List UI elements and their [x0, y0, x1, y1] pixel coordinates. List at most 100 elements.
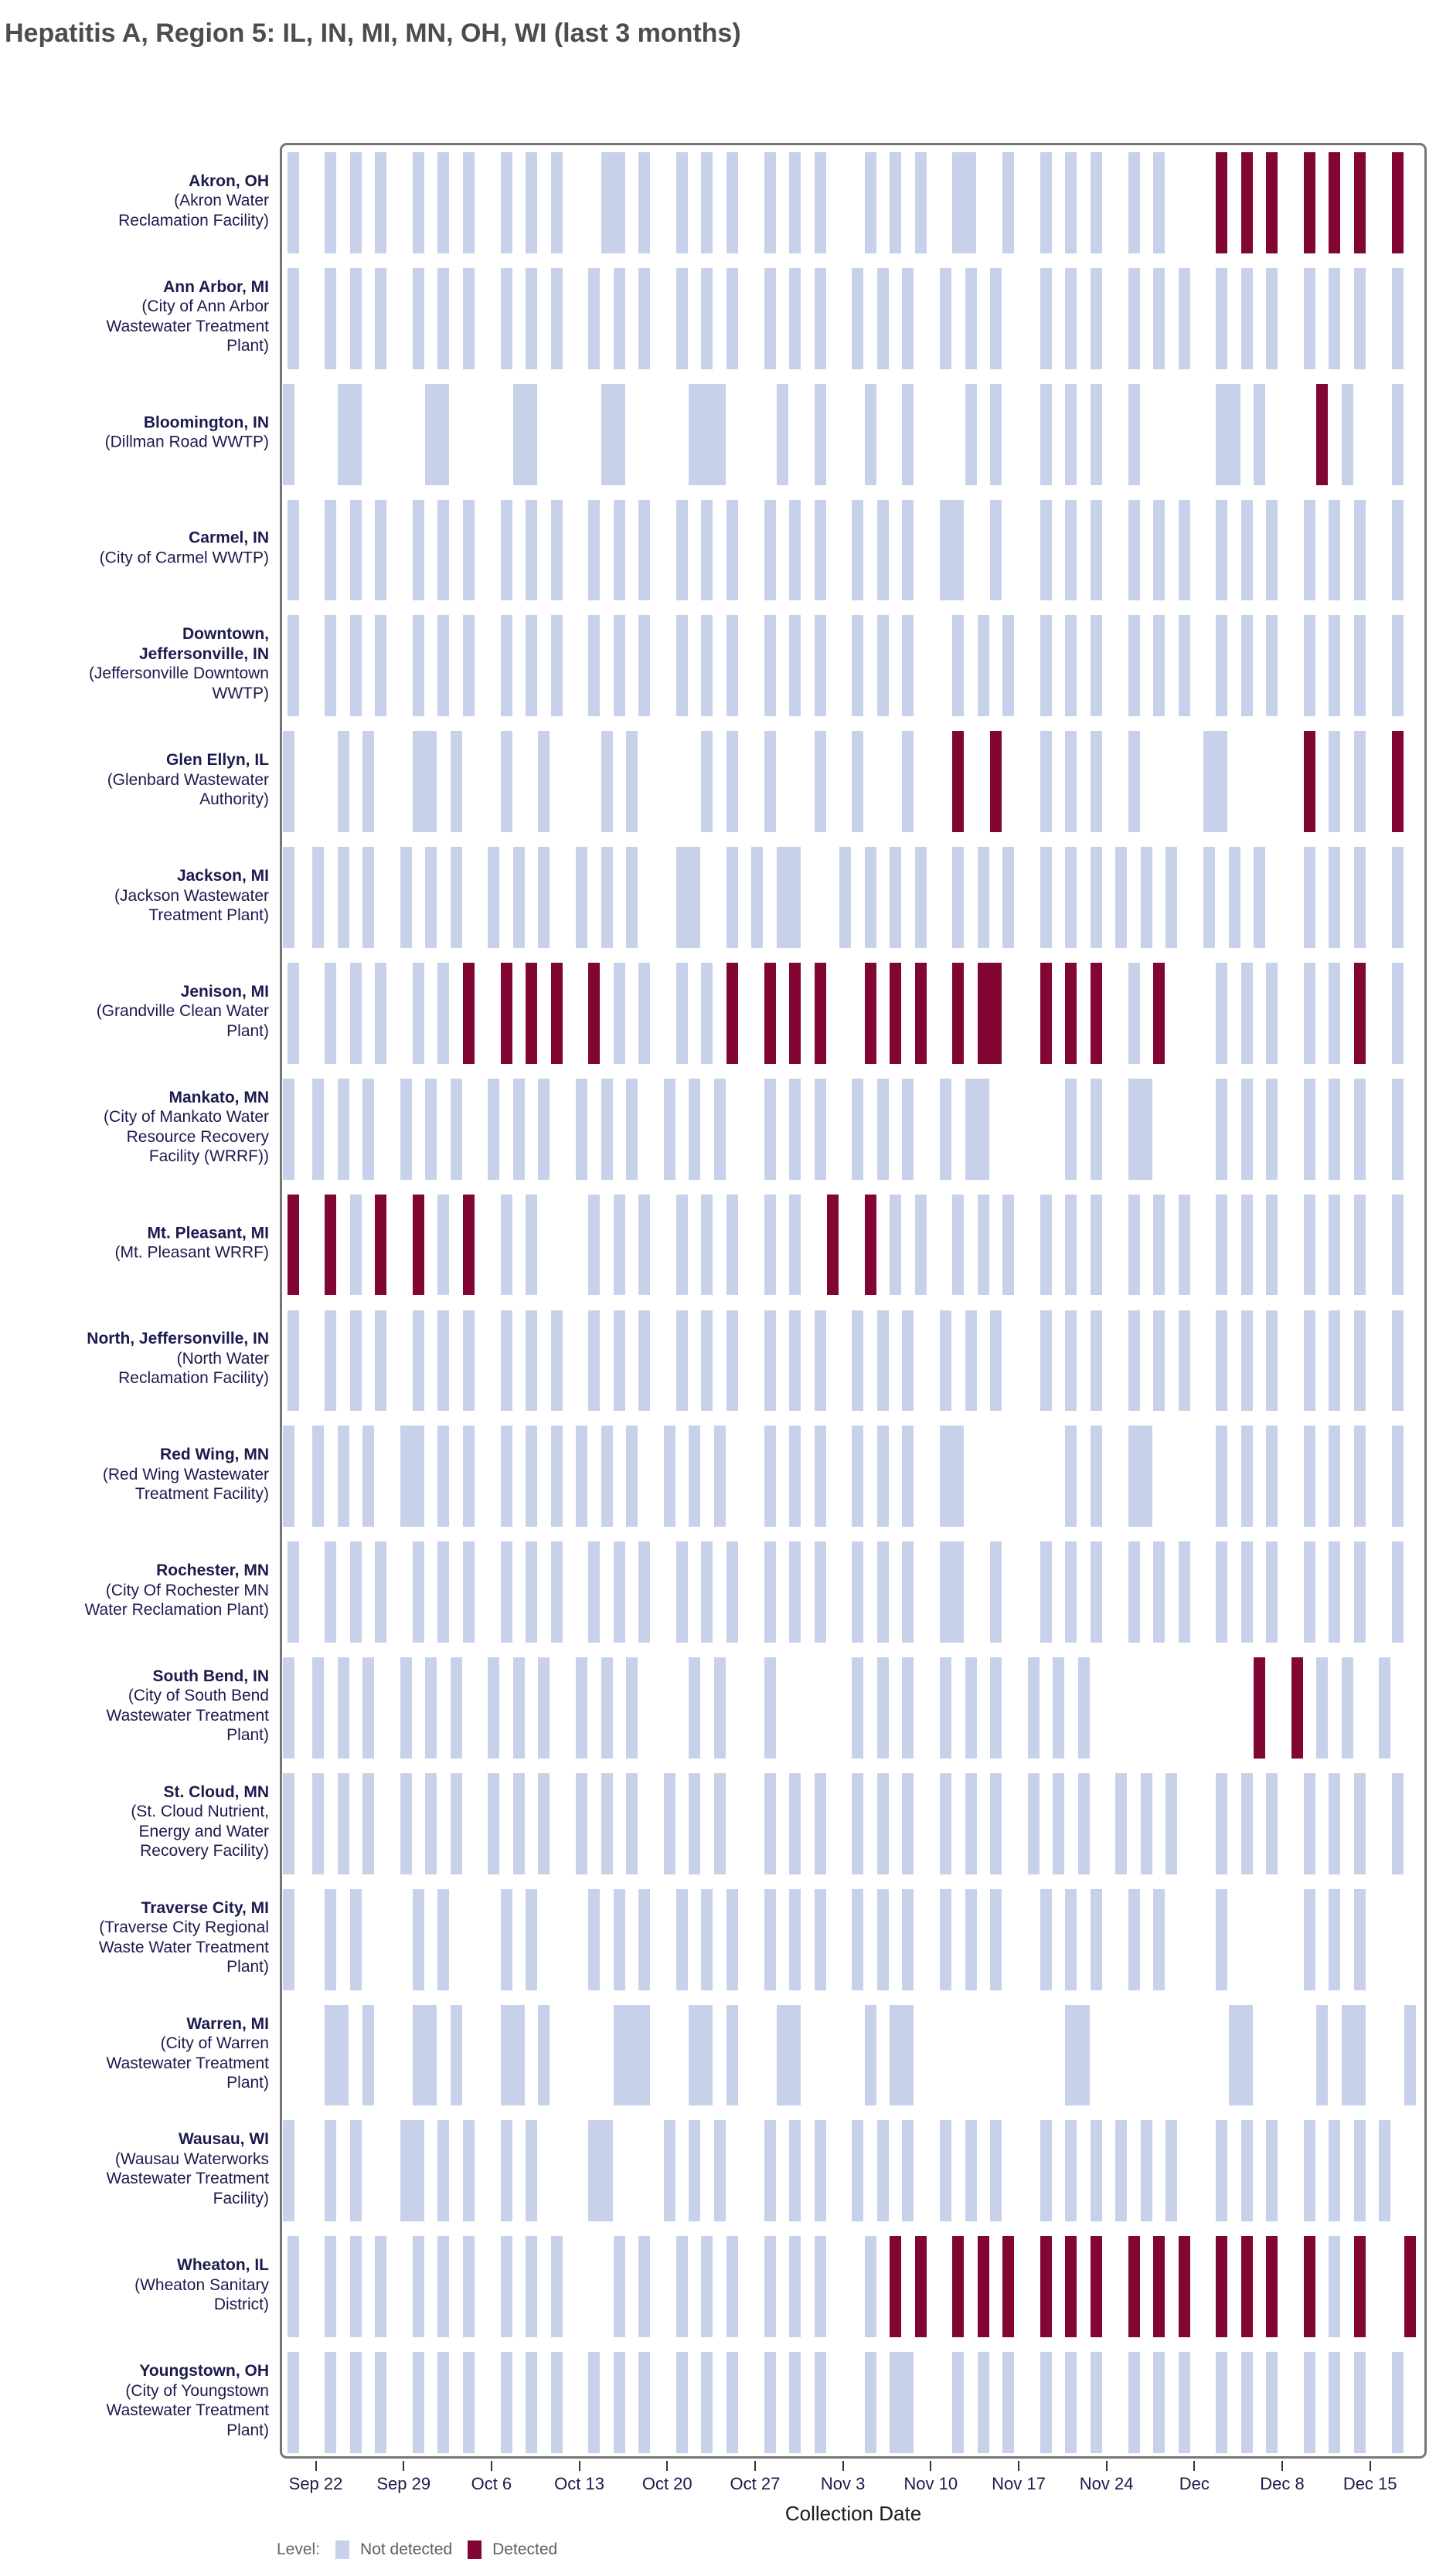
sample-bar-not-detected: [512, 1772, 525, 1874]
sample-bar-not-detected: [500, 1888, 512, 1990]
sample-bar-not-detected: [1065, 267, 1077, 369]
sample-bar-not-detected: [462, 2236, 475, 2338]
sample-bar-not-detected: [701, 962, 713, 1064]
sample-bar-not-detected: [400, 1078, 412, 1180]
sample-bar-not-detected: [638, 267, 651, 369]
sample-bar-not-detected: [1216, 1194, 1228, 1296]
sample-bar-not-detected: [283, 2120, 294, 2222]
sample-bar-not-detected: [613, 615, 625, 717]
sample-bar-not-detected: [1090, 383, 1102, 485]
x-axis-title: Collection Date: [784, 2502, 922, 2525]
sample-bar-not-detected: [462, 2352, 475, 2453]
sample-bar-not-detected: [701, 267, 713, 369]
sample-bar-not-detected: [789, 267, 801, 369]
sample-bar-not-detected: [1329, 1426, 1341, 1528]
sample-bar-not-detected: [550, 2236, 563, 2338]
sample-bar-not-detected: [965, 1310, 977, 1412]
sample-bar-not-detected: [1053, 1657, 1065, 1759]
sample-bar-not-detected: [965, 1772, 977, 1874]
sample-bar-not-detected: [1329, 1078, 1341, 1180]
sample-bar-not-detected: [1303, 1426, 1315, 1528]
sample-bar-not-detected: [1216, 1310, 1228, 1412]
sample-bar-not-detected: [814, 1772, 826, 1874]
sample-bar-not-detected: [713, 1657, 726, 1759]
sample-bar-detected: [764, 962, 776, 1064]
sample-bar-not-detected: [1216, 1078, 1228, 1180]
sample-bar-not-detected: [663, 1426, 675, 1528]
sample-bar-not-detected: [588, 1888, 601, 1990]
sample-bar-not-detected: [726, 499, 738, 601]
sample-bar-detected: [1291, 1657, 1303, 1759]
sample-bar-not-detected: [701, 499, 713, 601]
sample-bar-not-detected: [375, 267, 387, 369]
sample-bar-not-detected: [1040, 1310, 1052, 1412]
sample-bar-not-detected: [488, 1657, 500, 1759]
sample-bar-not-detected: [789, 1310, 801, 1412]
sample-bar-not-detected: [726, 267, 738, 369]
x-tick-mark: [315, 2461, 317, 2471]
sample-bar-not-detected: [1040, 2120, 1052, 2222]
facility-name: Ann Arbor, MI: [163, 277, 269, 296]
sample-bar-not-detected: [890, 2352, 914, 2453]
sample-bar-not-detected: [1002, 2352, 1015, 2453]
sample-bar-not-detected: [890, 152, 902, 253]
sample-bar-not-detected: [902, 731, 914, 833]
sample-bar-not-detected: [512, 847, 525, 948]
facility-name: St. Cloud, MN: [163, 1782, 269, 1801]
sample-bar-not-detected: [1353, 267, 1366, 369]
sample-bar-not-detected: [1090, 2120, 1102, 2222]
sample-bar-not-detected: [526, 1888, 538, 1990]
facility-name: South Bend, IN: [152, 1667, 270, 1685]
sample-bar-not-detected: [689, 2004, 713, 2106]
sample-bar-not-detected: [1329, 615, 1341, 717]
sample-bar-not-detected: [613, 1310, 625, 1412]
sample-bar-not-detected: [989, 2120, 1002, 2222]
x-tick-label: Nov 10: [903, 2474, 958, 2493]
sample-bar-detected: [1266, 152, 1278, 253]
sample-bar-detected: [500, 962, 512, 1064]
sample-bar-not-detected: [1090, 1426, 1102, 1528]
sample-bar-not-detected: [814, 1426, 826, 1528]
sample-bar-not-detected: [1040, 267, 1052, 369]
sample-bar-not-detected: [500, 267, 512, 369]
sample-bar-detected: [864, 962, 876, 1064]
sample-bar-not-detected: [989, 383, 1002, 485]
sample-bar-not-detected: [283, 847, 294, 948]
sample-bar-not-detected: [914, 152, 927, 253]
sample-bar-not-detected: [1266, 1772, 1278, 1874]
sample-bar-detected: [287, 1194, 299, 1296]
sample-bar-not-detected: [500, 152, 512, 253]
sample-bar-not-detected: [412, 731, 437, 833]
sample-bar-not-detected: [1266, 1310, 1278, 1412]
sample-bar-not-detected: [412, 1310, 424, 1412]
sample-bar-not-detected: [362, 1426, 374, 1528]
sample-bar-not-detected: [764, 2352, 776, 2453]
sample-bar-not-detected: [601, 847, 613, 948]
sample-bar-detected: [726, 962, 738, 1064]
sample-bar-not-detected: [325, 2352, 337, 2453]
sample-bar-not-detected: [1216, 962, 1228, 1064]
sample-bar-not-detected: [940, 267, 952, 369]
sample-bar-not-detected: [876, 615, 889, 717]
sample-bar-not-detected: [789, 499, 801, 601]
sample-bar-not-detected: [362, 731, 374, 833]
sample-bar-not-detected: [601, 1078, 613, 1180]
sample-bar-not-detected: [1065, 2352, 1077, 2453]
sample-bar-not-detected: [526, 1426, 538, 1528]
sample-bar-not-detected: [362, 2004, 374, 2106]
sample-bar-not-detected: [675, 1310, 688, 1412]
sample-bar-not-detected: [626, 847, 638, 948]
sample-bar-not-detected: [1002, 847, 1015, 948]
sample-bar-not-detected: [287, 615, 299, 717]
sample-bar-not-detected: [1303, 2352, 1315, 2453]
sample-bar-detected: [1240, 152, 1253, 253]
sample-bar-not-detected: [814, 1541, 826, 1643]
sample-bar-not-detected: [588, 267, 601, 369]
sample-bar-not-detected: [437, 499, 450, 601]
sample-bar-not-detected: [789, 1541, 801, 1643]
sample-bar-not-detected: [1240, 1772, 1253, 1874]
sample-bar-not-detected: [601, 1772, 613, 1874]
sample-bar-not-detected: [1329, 2120, 1341, 2222]
x-tick-label: Dec 8: [1260, 2474, 1305, 2493]
sample-bar-not-detected: [1341, 383, 1353, 485]
